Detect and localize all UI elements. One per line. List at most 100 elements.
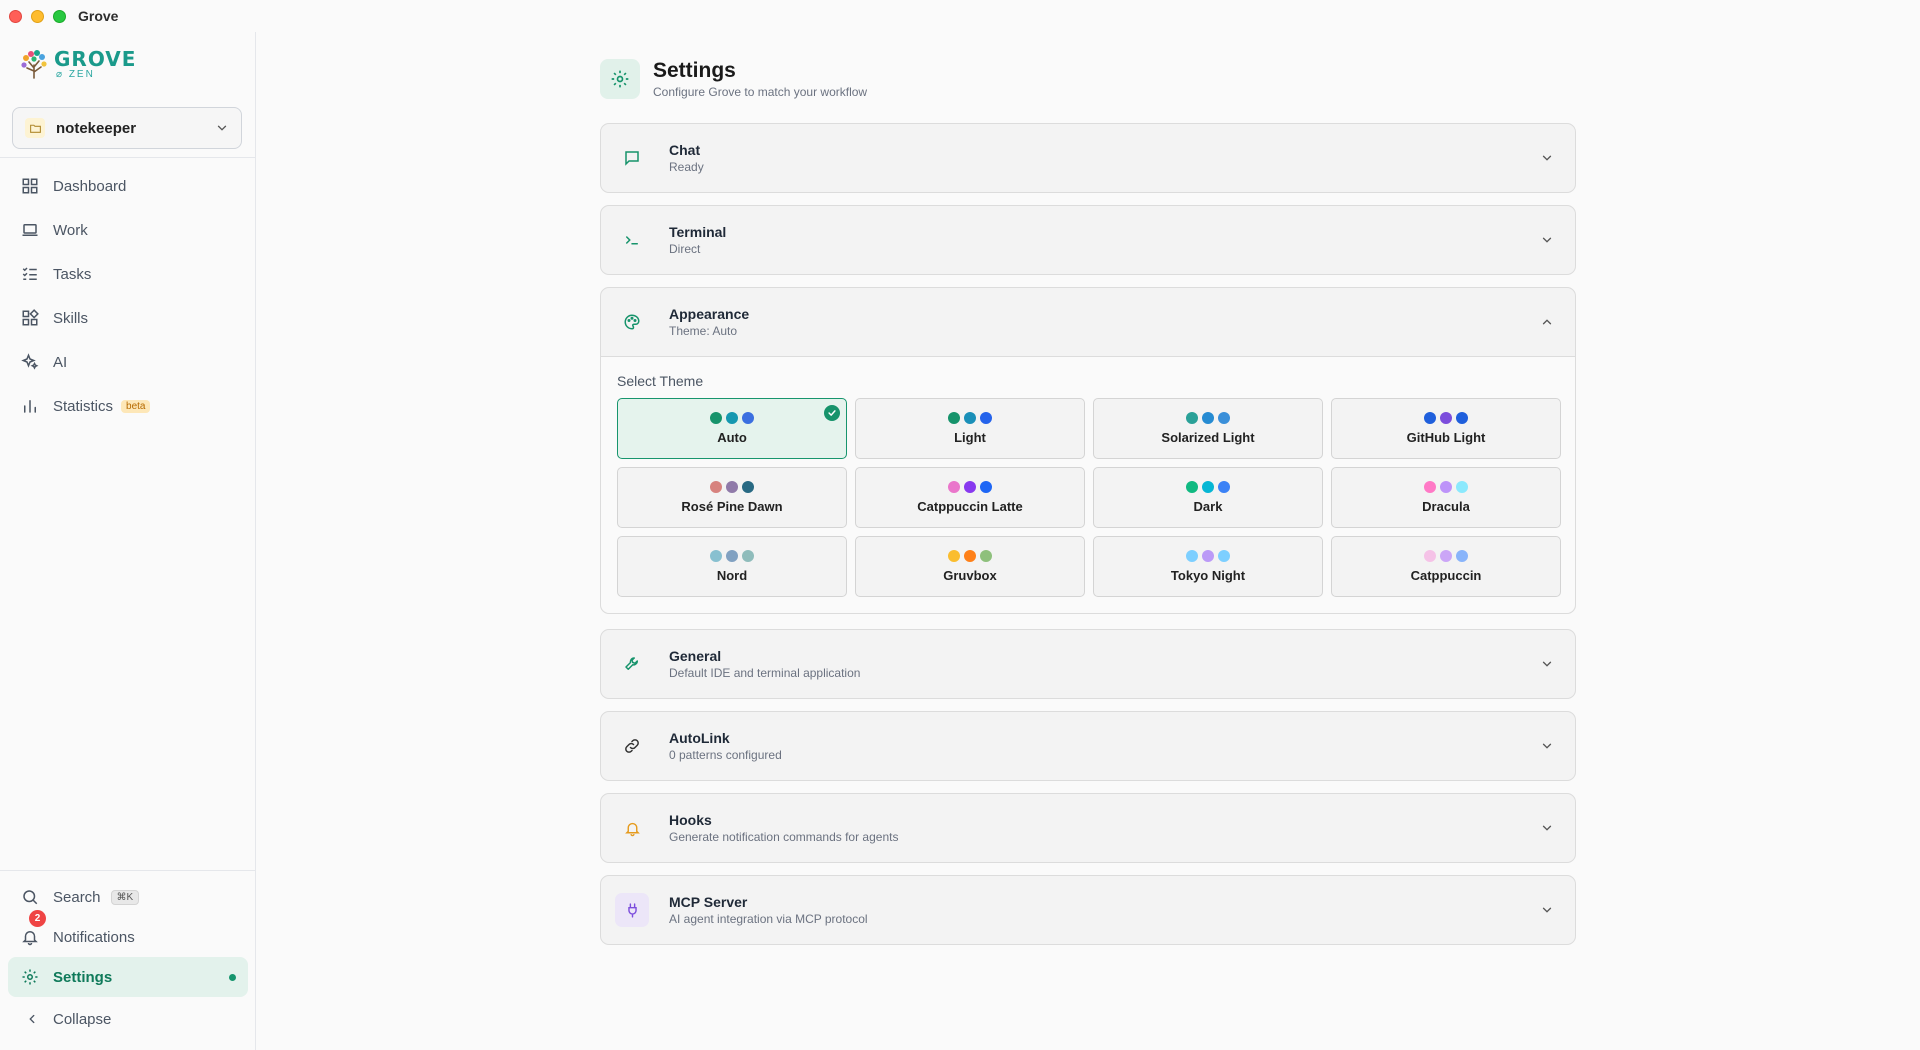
section-terminal-header[interactable]: Terminal Direct <box>601 206 1575 274</box>
section-subtitle: AI agent integration via MCP protocol <box>669 912 868 926</box>
section-title: Appearance <box>669 306 750 322</box>
section-appearance-header[interactable]: Appearance Theme: Auto <box>601 288 1575 356</box>
nav-label: Work <box>53 221 88 239</box>
main-nav: Dashboard Work Tasks Skills AI Statistic… <box>8 164 248 428</box>
section-title: General <box>669 648 722 664</box>
theme-option-dracula[interactable]: Dracula <box>1331 467 1561 528</box>
color-swatch <box>1202 481 1214 493</box>
nav-label: Dashboard <box>53 177 127 195</box>
section-chat-header[interactable]: Chat Ready <box>601 124 1575 192</box>
theme-name: Nord <box>716 568 748 583</box>
section-subtitle: Ready <box>669 160 704 174</box>
theme-color-swatches <box>948 481 992 493</box>
nav-label: Statistics <box>53 397 114 415</box>
theme-option-github-light[interactable]: GitHub Light <box>1331 398 1561 459</box>
color-swatch <box>1456 412 1468 424</box>
sidebar-divider <box>0 157 256 158</box>
nav-label: Tasks <box>53 265 92 283</box>
theme-option-light[interactable]: Light <box>855 398 1085 459</box>
bell-icon <box>615 811 649 845</box>
nav-item-statistics[interactable]: Statistics beta <box>8 384 248 428</box>
project-selector[interactable]: notekeeper <box>12 107 242 149</box>
section-subtitle: Default IDE and terminal application <box>669 666 861 680</box>
search-shortcut: ⌘K <box>110 889 140 905</box>
theme-option-nord[interactable]: Nord <box>617 536 847 597</box>
nav-item-skills[interactable]: Skills <box>8 296 248 340</box>
chevron-down-icon <box>1537 736 1557 756</box>
dashboard-icon <box>20 176 40 196</box>
color-swatch <box>742 412 754 424</box>
nav-label: AI <box>53 353 68 371</box>
close-window-button[interactable] <box>9 9 22 23</box>
section-autolink: AutoLink 0 patterns configured <box>600 711 1576 781</box>
theme-name: Dark <box>1193 499 1223 514</box>
settings-page: Settings Configure Grove to match your w… <box>600 58 1576 945</box>
collapse-button[interactable]: Collapse <box>8 997 248 1041</box>
color-swatch <box>710 550 722 562</box>
theme-option-tokyo-night[interactable]: Tokyo Night <box>1093 536 1323 597</box>
settings-button[interactable]: Settings <box>8 957 248 997</box>
theme-name: Solarized Light <box>1161 430 1255 445</box>
nav-item-ai[interactable]: AI <box>8 340 248 384</box>
section-subtitle: Theme: Auto <box>669 324 738 338</box>
theme-option-gruvbox[interactable]: Gruvbox <box>855 536 1085 597</box>
color-swatch <box>1218 481 1230 493</box>
maximize-window-button[interactable] <box>53 9 66 23</box>
leaf-icon: ⌀ <box>56 68 65 80</box>
section-subtitle: 0 patterns configured <box>669 748 782 762</box>
color-swatch <box>948 412 960 424</box>
section-hooks: Hooks Generate notification commands for… <box>600 793 1576 863</box>
gear-icon <box>600 59 640 99</box>
search-button[interactable]: Search ⌘K <box>8 877 248 917</box>
theme-color-swatches <box>1186 412 1230 424</box>
folder-icon <box>25 118 45 138</box>
nav-item-dashboard[interactable]: Dashboard <box>8 164 248 208</box>
theme-name: Catppuccin Latte <box>917 499 1023 514</box>
beta-badge: beta <box>121 399 151 413</box>
laptop-icon <box>20 220 40 240</box>
section-general-header[interactable]: General Default IDE and terminal applica… <box>601 630 1575 698</box>
window-controls <box>9 9 66 23</box>
nav-item-work[interactable]: Work <box>8 208 248 252</box>
color-swatch <box>948 550 960 562</box>
notification-count-badge: 2 <box>29 910 46 927</box>
logo-wordmark: GROVE <box>54 46 137 71</box>
message-icon <box>615 141 649 175</box>
app-logo: GROVE ⌀ ZEN <box>18 48 136 80</box>
chevron-down-icon <box>1537 230 1557 250</box>
theme-color-swatches <box>948 412 992 424</box>
section-title: MCP Server <box>669 894 748 910</box>
theme-color-swatches <box>1186 481 1230 493</box>
theme-name: Light <box>954 430 986 445</box>
theme-option-dark[interactable]: Dark <box>1093 467 1323 528</box>
theme-option-ros-pine-dawn[interactable]: Rosé Pine Dawn <box>617 467 847 528</box>
notifications-button[interactable]: 2 Notifications <box>8 910 248 957</box>
section-hooks-header[interactable]: Hooks Generate notification commands for… <box>601 794 1575 862</box>
color-swatch <box>1424 481 1436 493</box>
theme-option-catppuccin[interactable]: Catppuccin <box>1331 536 1561 597</box>
color-swatch <box>1186 550 1198 562</box>
sparkles-icon <box>20 352 40 372</box>
theme-name: Tokyo Night <box>1170 568 1246 583</box>
color-swatch <box>1440 550 1452 562</box>
chevron-down-icon <box>1537 900 1557 920</box>
theme-option-solarized-light[interactable]: Solarized Light <box>1093 398 1323 459</box>
section-mcp-header[interactable]: MCP Server AI agent integration via MCP … <box>601 876 1575 944</box>
minimize-window-button[interactable] <box>31 9 44 23</box>
nav-label: Skills <box>53 309 89 327</box>
nav-item-tasks[interactable]: Tasks <box>8 252 248 296</box>
theme-option-catppuccin-latte[interactable]: Catppuccin Latte <box>855 467 1085 528</box>
section-autolink-header[interactable]: AutoLink 0 patterns configured <box>601 712 1575 780</box>
theme-color-swatches <box>710 412 754 424</box>
color-swatch <box>964 412 976 424</box>
color-swatch <box>726 550 738 562</box>
theme-option-auto[interactable]: Auto <box>617 398 847 459</box>
theme-name: Auto <box>717 430 747 445</box>
theme-name: Catppuccin <box>1410 568 1482 583</box>
chevron-up-icon <box>1537 312 1557 332</box>
title-bar: Grove <box>0 0 1920 32</box>
color-swatch <box>710 412 722 424</box>
section-terminal: Terminal Direct <box>600 205 1576 275</box>
theme-color-swatches <box>948 550 992 562</box>
color-swatch <box>980 412 992 424</box>
